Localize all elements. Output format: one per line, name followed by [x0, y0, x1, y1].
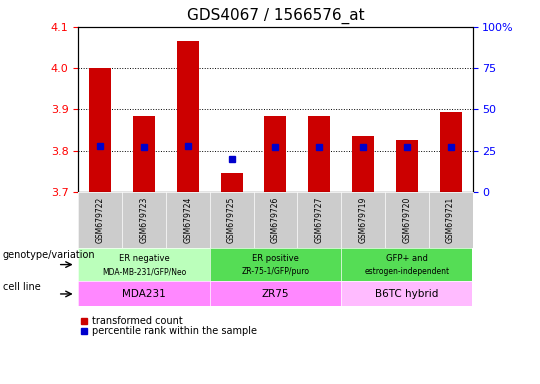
Text: GFP+ and: GFP+ and — [386, 254, 428, 263]
Text: GSM679724: GSM679724 — [183, 197, 192, 243]
Text: ZR75: ZR75 — [262, 289, 289, 299]
Title: GDS4067 / 1566576_at: GDS4067 / 1566576_at — [187, 8, 364, 24]
Text: GSM679727: GSM679727 — [315, 197, 323, 243]
Text: genotype/variation: genotype/variation — [3, 250, 96, 260]
Text: cell line: cell line — [3, 282, 40, 292]
Text: percentile rank within the sample: percentile rank within the sample — [92, 326, 257, 336]
Bar — [352, 136, 374, 192]
Text: GSM679723: GSM679723 — [139, 197, 148, 243]
Text: estrogen-independent: estrogen-independent — [364, 267, 449, 276]
Text: GSM679721: GSM679721 — [446, 197, 455, 243]
Bar — [265, 116, 286, 192]
Bar — [440, 111, 462, 192]
Text: ER positive: ER positive — [252, 254, 299, 263]
Text: GSM679719: GSM679719 — [359, 197, 368, 243]
Text: MDA-MB-231/GFP/Neo: MDA-MB-231/GFP/Neo — [102, 267, 186, 276]
Text: ZR-75-1/GFP/puro: ZR-75-1/GFP/puro — [241, 267, 309, 276]
Bar — [221, 174, 242, 192]
Bar — [89, 68, 111, 192]
Text: GSM679726: GSM679726 — [271, 197, 280, 243]
Text: ER negative: ER negative — [119, 254, 170, 263]
Bar — [308, 116, 330, 192]
Text: GSM679722: GSM679722 — [96, 197, 105, 243]
Text: B6TC hybrid: B6TC hybrid — [375, 289, 438, 299]
Text: MDA231: MDA231 — [122, 289, 166, 299]
Bar — [177, 41, 199, 192]
Bar — [133, 116, 155, 192]
Text: GSM679725: GSM679725 — [227, 197, 236, 243]
Text: transformed count: transformed count — [92, 316, 183, 326]
Bar — [396, 141, 418, 192]
Text: GSM679720: GSM679720 — [402, 197, 411, 243]
